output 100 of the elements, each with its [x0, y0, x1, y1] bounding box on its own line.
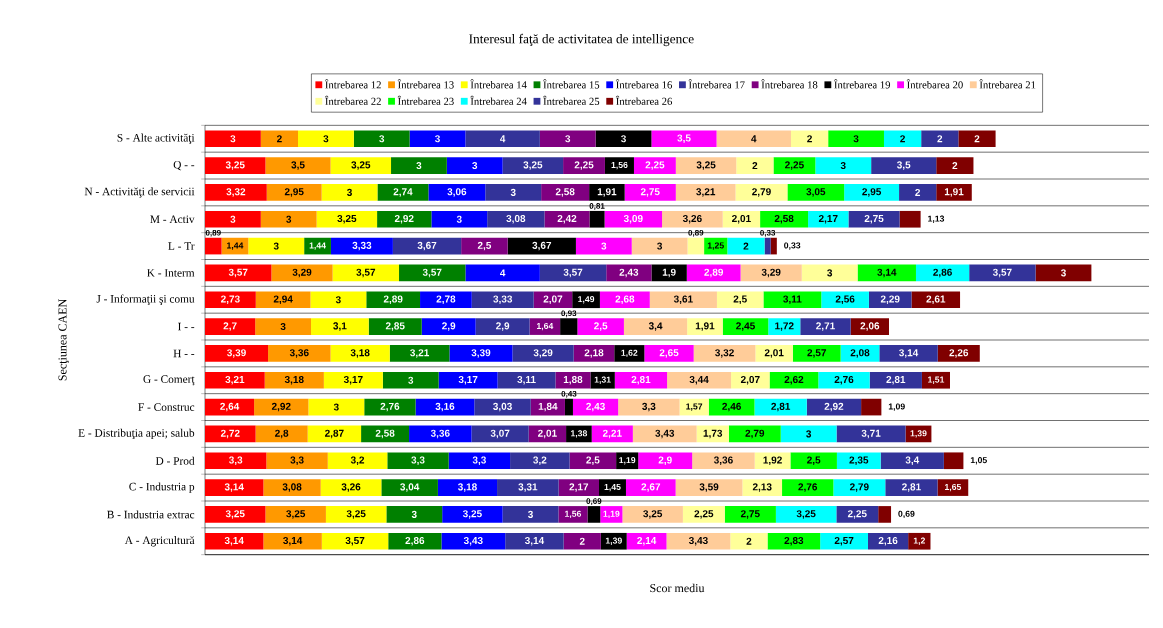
bar — [760, 210, 809, 228]
data-label: 3,57 — [345, 536, 365, 546]
bar — [780, 425, 837, 443]
data-label: 1,44 — [227, 242, 244, 250]
data-label: 1,91 — [597, 188, 617, 197]
data-label: 3,03 — [493, 402, 512, 412]
data-label: 2 — [746, 537, 752, 545]
data-label: 2,57 — [807, 349, 827, 358]
data-label: 3,2 — [533, 456, 547, 466]
chart-title: Interesul faţă de activitatea de intelligence — [469, 33, 694, 47]
bar — [205, 264, 272, 282]
data-label: 2,9 — [658, 456, 672, 466]
y-tick-label: E - Distribuţia apei; salub — [78, 428, 195, 440]
bar — [651, 130, 717, 148]
data-label: 2,58 — [774, 214, 794, 224]
bar — [327, 452, 388, 470]
data-label: 4 — [751, 135, 757, 143]
data-label: 3,14 — [224, 536, 244, 546]
bar — [600, 532, 627, 550]
data-label: 3,57 — [356, 268, 376, 278]
data-label: 3 — [565, 135, 571, 143]
y-tick-label: F - Construc — [138, 403, 195, 411]
bar — [541, 184, 590, 201]
bar — [205, 479, 264, 496]
data-label: 2,45 — [736, 322, 755, 331]
data-label: 2,06 — [860, 322, 880, 331]
data-label: 3,57 — [422, 268, 442, 278]
bar — [614, 345, 645, 362]
data-label: 2 — [743, 242, 749, 250]
data-label: 2 — [579, 537, 585, 545]
data-label: 0,43 — [561, 390, 577, 398]
data-label: 3,18 — [350, 349, 370, 358]
bar — [755, 345, 793, 362]
data-label: 3,17 — [343, 375, 363, 385]
data-label: 0,93 — [561, 310, 577, 318]
bar — [623, 318, 688, 335]
bar — [716, 130, 791, 148]
bar — [573, 345, 615, 362]
bar — [572, 291, 600, 309]
bar — [449, 345, 513, 362]
data-label: 2,7 — [223, 322, 237, 331]
bar — [735, 184, 788, 201]
bar — [800, 318, 851, 335]
data-label: 1,84 — [538, 402, 558, 412]
data-label: 3,25 — [337, 214, 357, 224]
bar — [388, 532, 442, 550]
data-label: 2,89 — [704, 268, 724, 278]
bar — [205, 345, 269, 362]
bar — [937, 479, 969, 496]
bar — [263, 532, 322, 550]
bar — [590, 371, 615, 389]
data-label: 3,16 — [435, 402, 455, 412]
data-label: 1,57 — [686, 403, 703, 411]
bar — [205, 532, 264, 550]
data-label: 3,14 — [283, 536, 303, 546]
data-label: 3,29 — [292, 268, 312, 278]
data-label: 3,25 — [796, 510, 816, 519]
bar — [298, 130, 354, 148]
bar — [487, 210, 545, 228]
data-label: 3,4 — [648, 322, 663, 331]
bar — [921, 371, 951, 389]
data-label: 2,13 — [752, 483, 772, 492]
bar — [441, 532, 506, 550]
data-label: 2,16 — [878, 536, 898, 546]
data-label: 3 — [416, 162, 422, 170]
data-label: 2,42 — [557, 214, 577, 224]
bar — [475, 318, 530, 335]
bar — [471, 291, 534, 309]
data-label: 2,9 — [442, 322, 456, 331]
data-label: 1,13 — [928, 215, 945, 223]
bar — [604, 157, 634, 174]
bar — [662, 210, 723, 228]
bar — [325, 506, 387, 523]
data-label: 3,14 — [877, 268, 897, 278]
data-label: 2,95 — [284, 188, 304, 197]
data-label: 3,57 — [992, 268, 1012, 278]
bar — [878, 506, 892, 523]
data-label: 1,92 — [763, 456, 782, 466]
bar — [330, 345, 390, 362]
bar — [618, 398, 680, 416]
data-label: 1,19 — [603, 510, 620, 519]
data-label: 3,5 — [677, 134, 691, 144]
bar — [850, 318, 889, 335]
data-label: 2,26 — [949, 349, 969, 358]
bar — [716, 291, 764, 309]
bar — [205, 506, 266, 523]
bar — [205, 425, 256, 443]
bar — [626, 532, 667, 550]
data-label: 2,01 — [538, 429, 557, 439]
data-label: 1,62 — [621, 349, 638, 358]
data-label: 3,43 — [655, 429, 675, 439]
data-label: 1,31 — [594, 376, 611, 384]
data-label: 1,9 — [662, 268, 676, 278]
bar — [687, 237, 705, 255]
data-label: 3,3 — [472, 456, 486, 466]
bar — [512, 345, 574, 362]
bar — [265, 506, 326, 523]
bar — [205, 130, 261, 148]
data-label: 3,33 — [352, 241, 372, 251]
bar — [792, 345, 841, 362]
